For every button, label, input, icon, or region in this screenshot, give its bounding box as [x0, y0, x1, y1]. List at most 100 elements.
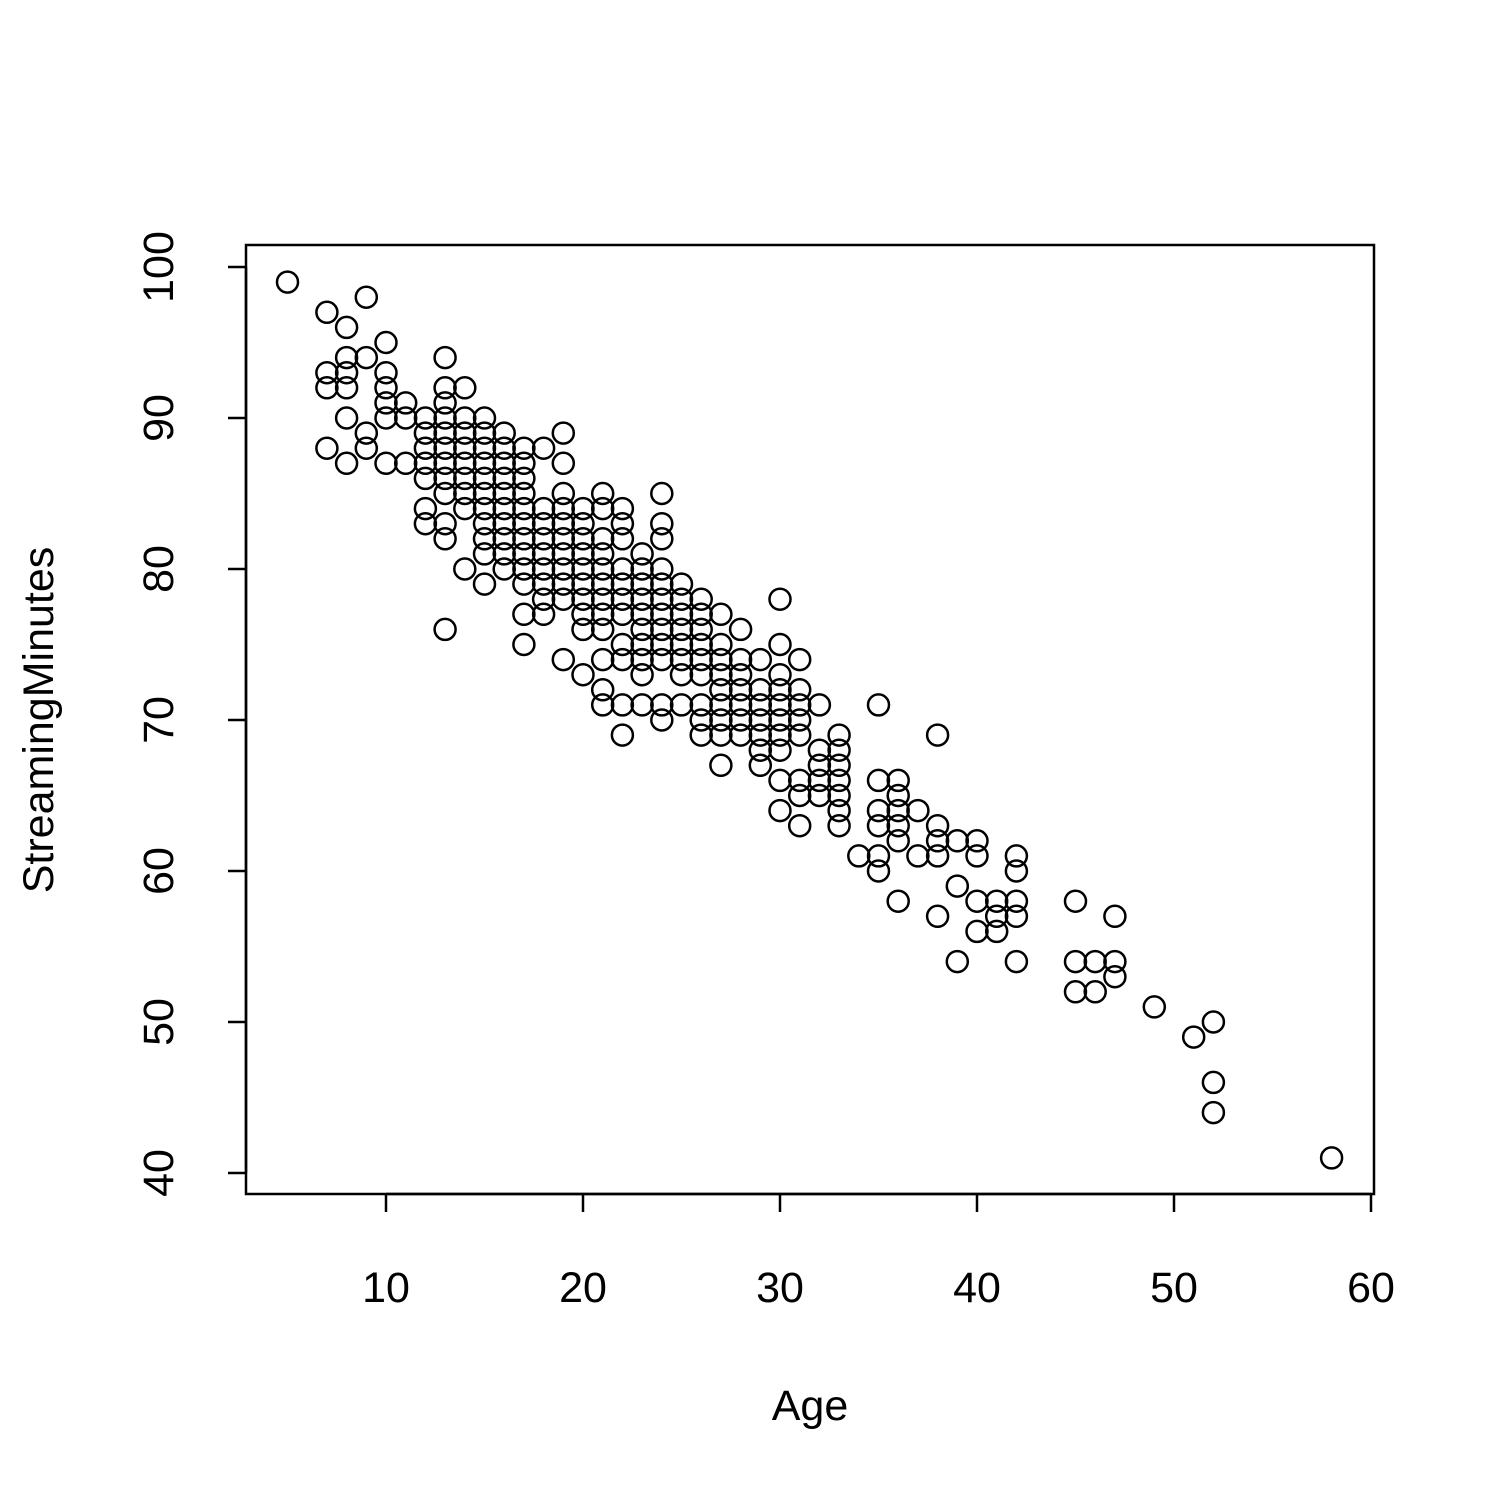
data-point: [531, 557, 556, 581]
data-point: [945, 874, 970, 898]
data-point: [1063, 980, 1088, 1004]
data-point: [374, 360, 398, 385]
data-point: [551, 557, 576, 581]
data-point: [472, 511, 497, 536]
data-point: [413, 451, 438, 476]
data-point: [571, 542, 595, 566]
data-point: [453, 466, 477, 491]
data-point: [768, 708, 792, 732]
data-point: [492, 511, 516, 536]
data-point: [512, 496, 536, 521]
data-point: [748, 678, 773, 702]
data-point: [531, 527, 556, 551]
data-point: [768, 587, 792, 611]
data-point: [1142, 995, 1167, 1019]
data-point: [492, 557, 516, 581]
data-point: [472, 572, 497, 596]
data-point: [768, 738, 792, 762]
data-point: [551, 496, 576, 521]
x-tick-label: 40: [953, 1264, 1001, 1312]
data-point: [551, 527, 576, 551]
data-point: [413, 436, 438, 460]
data-point: [787, 723, 812, 747]
data-point: [827, 738, 851, 762]
data-point: [1004, 904, 1029, 929]
data-point: [768, 693, 792, 717]
data-point: [433, 617, 457, 642]
data-point: [787, 678, 812, 702]
data-point: [1201, 1010, 1226, 1034]
x-tick-label: 20: [559, 1264, 607, 1312]
data-point: [650, 587, 674, 611]
data-point: [748, 693, 773, 717]
data-point: [866, 859, 891, 883]
data-point: [315, 300, 339, 325]
data-point: [433, 391, 457, 415]
data-point: [512, 481, 536, 506]
data-point: [827, 753, 851, 778]
data-point: [512, 602, 536, 627]
data-point: [965, 889, 989, 913]
data-point: [650, 617, 674, 642]
data-point: [571, 511, 595, 536]
data-point: [512, 572, 536, 596]
data-point: [512, 451, 536, 476]
data-point: [709, 723, 733, 747]
data-point: [827, 723, 851, 747]
data-point: [571, 572, 595, 596]
data-point: [768, 768, 792, 793]
data-point: [571, 662, 595, 687]
data-point: [650, 693, 674, 717]
data-point: [728, 678, 753, 702]
data-point: [492, 542, 516, 566]
data-point: [650, 572, 674, 596]
data-point: [610, 693, 635, 717]
data-point: [925, 723, 950, 747]
data-point: [551, 542, 576, 566]
data-point: [728, 693, 753, 717]
data-point: [472, 542, 497, 566]
data-point: [492, 527, 516, 551]
data-point: [689, 723, 713, 747]
data-point: [472, 527, 497, 551]
data-point: [571, 617, 595, 642]
data-point: [531, 496, 556, 521]
data-point: [551, 647, 576, 672]
data-point: [709, 708, 733, 732]
data-point: [472, 406, 497, 430]
data-point: [512, 557, 536, 581]
data-point: [610, 587, 635, 611]
data-point: [590, 602, 615, 627]
data-point: [610, 647, 635, 672]
data-point: [1004, 844, 1029, 868]
data-point: [787, 647, 812, 672]
data-point: [590, 542, 615, 566]
data-points: [275, 270, 1344, 1170]
data-point: [669, 662, 694, 687]
data-point: [571, 602, 595, 627]
data-point: [571, 587, 595, 611]
data-point: [1319, 1146, 1344, 1170]
data-point: [492, 436, 516, 460]
data-point: [354, 436, 379, 460]
data-point: [689, 602, 713, 627]
data-point: [610, 602, 635, 627]
data-point: [709, 602, 733, 627]
data-point: [650, 647, 674, 672]
data-point: [453, 406, 477, 430]
data-point: [433, 511, 457, 536]
data-point: [748, 647, 773, 672]
data-point: [472, 496, 497, 521]
data-point: [886, 813, 910, 838]
data-point: [866, 693, 891, 717]
data-point: [492, 451, 516, 476]
data-point: [709, 678, 733, 702]
data-point: [492, 481, 516, 506]
data-point: [689, 617, 713, 642]
data-point: [886, 783, 910, 808]
data-point: [1201, 1100, 1226, 1125]
data-point: [807, 738, 832, 762]
data-point: [1201, 1070, 1226, 1095]
data-point: [1103, 949, 1127, 974]
